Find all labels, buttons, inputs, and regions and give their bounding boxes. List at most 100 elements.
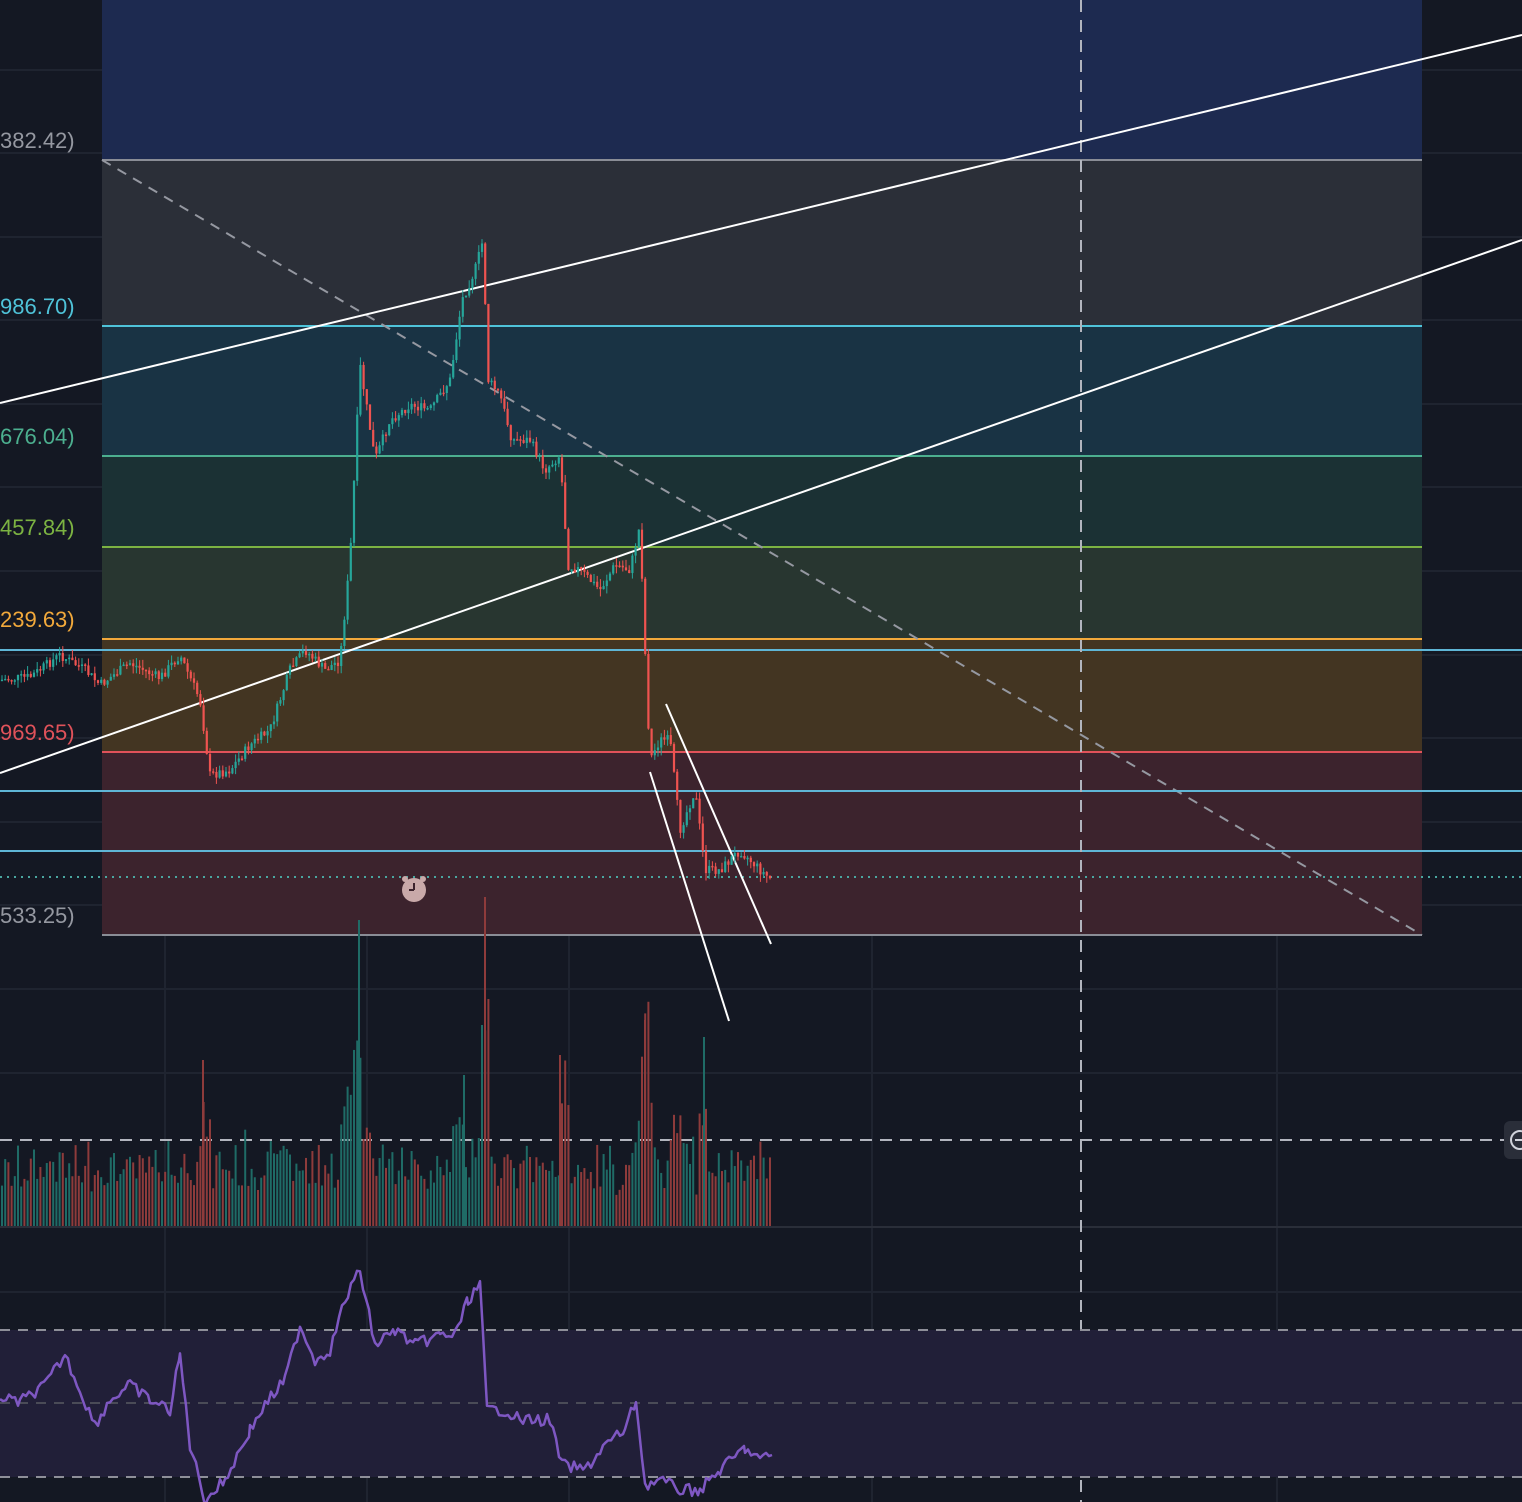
volume-bar <box>612 1164 615 1226</box>
volume-bar <box>71 1176 74 1226</box>
volume-bar <box>449 1171 451 1226</box>
fib-label-2: 986.70) <box>0 294 75 319</box>
volume-bar <box>4 1159 7 1226</box>
volume-bar <box>602 1154 605 1226</box>
trendline-upper[interactable] <box>0 34 1522 404</box>
candle-body <box>624 567 628 571</box>
candle-body <box>330 665 333 670</box>
volume-bar <box>535 1157 538 1226</box>
volume-bar <box>20 1186 23 1226</box>
candle-body <box>420 403 423 411</box>
candle-body <box>733 852 736 857</box>
volume-bar <box>247 1185 250 1226</box>
candle-body <box>484 243 487 304</box>
fib-zone-3 <box>102 456 1422 547</box>
candle-body <box>138 665 141 668</box>
candle-body <box>455 339 458 361</box>
volume-bar <box>234 1145 237 1226</box>
candle-body <box>381 434 384 446</box>
volume-bar <box>567 1105 570 1226</box>
volume-bar <box>81 1182 83 1226</box>
candle-body <box>336 662 340 666</box>
candle-body <box>464 295 468 298</box>
candle-body <box>628 570 631 574</box>
candle-body <box>487 303 490 383</box>
volume-bar <box>685 1143 688 1226</box>
volume-bar <box>743 1180 746 1226</box>
wedge-line-left[interactable] <box>649 771 730 1022</box>
fib-zone-4 <box>102 547 1422 639</box>
volume-bar <box>593 1188 595 1226</box>
volume-bar <box>703 1037 705 1226</box>
volume-bar <box>97 1170 99 1226</box>
volume-bar <box>113 1153 115 1226</box>
volume-bar <box>154 1149 157 1226</box>
candle-body <box>388 424 391 436</box>
volume-bar <box>525 1145 528 1226</box>
volume-bar <box>381 1144 384 1226</box>
candle-body <box>119 665 122 675</box>
candle-body <box>164 672 167 677</box>
volume-bar <box>436 1155 439 1226</box>
volume-bar <box>487 999 490 1226</box>
fib-zones[interactable] <box>102 0 1422 935</box>
candle-body <box>247 746 250 751</box>
candle-body <box>13 680 16 682</box>
candle-body <box>554 463 557 466</box>
rsi-line <box>0 1269 773 1502</box>
trendlines[interactable] <box>0 34 1522 1022</box>
candle-body <box>269 724 272 732</box>
volume-bar <box>145 1172 147 1226</box>
candle-body <box>743 856 746 859</box>
candle-body <box>4 678 7 681</box>
horizontal-lines[interactable] <box>0 649 1522 852</box>
candle-body <box>525 437 528 443</box>
volume-bar <box>193 1185 195 1226</box>
volume-bar <box>129 1156 131 1226</box>
volume-bar <box>125 1159 128 1226</box>
candle-body <box>240 758 244 760</box>
volume-bar <box>282 1145 285 1226</box>
trendline-lower[interactable] <box>0 239 1522 774</box>
volume-bar <box>477 1138 480 1226</box>
candle-body <box>160 672 164 679</box>
volume-bar <box>391 1152 394 1226</box>
volume-bar <box>42 1176 45 1226</box>
volume-bar <box>679 1115 682 1226</box>
volume-bar <box>631 1152 634 1226</box>
scroll-to-realtime-icon[interactable] <box>1504 1121 1522 1159</box>
candle-body <box>45 660 48 664</box>
candle-body <box>698 798 701 824</box>
candle-body <box>660 737 663 748</box>
candle-body <box>522 440 525 443</box>
candle-body <box>727 861 730 865</box>
volume-bar <box>689 1163 691 1226</box>
candle-body <box>653 750 656 756</box>
volume-bar <box>423 1178 426 1226</box>
wedge-line-right[interactable] <box>665 703 772 945</box>
candle-body <box>432 402 436 406</box>
volume-bar <box>308 1183 311 1226</box>
volume-bar <box>615 1194 618 1226</box>
candle-body <box>647 653 650 729</box>
volume-bar <box>263 1175 266 1226</box>
fib-label-3: 676.04) <box>0 424 75 449</box>
candle-body <box>512 439 516 441</box>
alarm-clock-icon[interactable] <box>399 874 429 904</box>
volume-bar <box>333 1187 336 1226</box>
candle-body <box>442 392 445 395</box>
candle-body <box>327 668 330 671</box>
candle-body <box>570 569 573 571</box>
volume-bar <box>205 1136 208 1226</box>
candle-body <box>650 728 653 756</box>
candle-body <box>461 297 464 317</box>
volume-bar <box>199 1146 202 1226</box>
fib-lines[interactable] <box>101 159 1423 936</box>
candle-body <box>71 657 74 661</box>
volume-bar <box>401 1147 403 1226</box>
candle-body <box>708 865 711 874</box>
volume-bar <box>330 1153 333 1226</box>
volume-bar <box>61 1152 64 1226</box>
candle-body <box>720 869 724 873</box>
